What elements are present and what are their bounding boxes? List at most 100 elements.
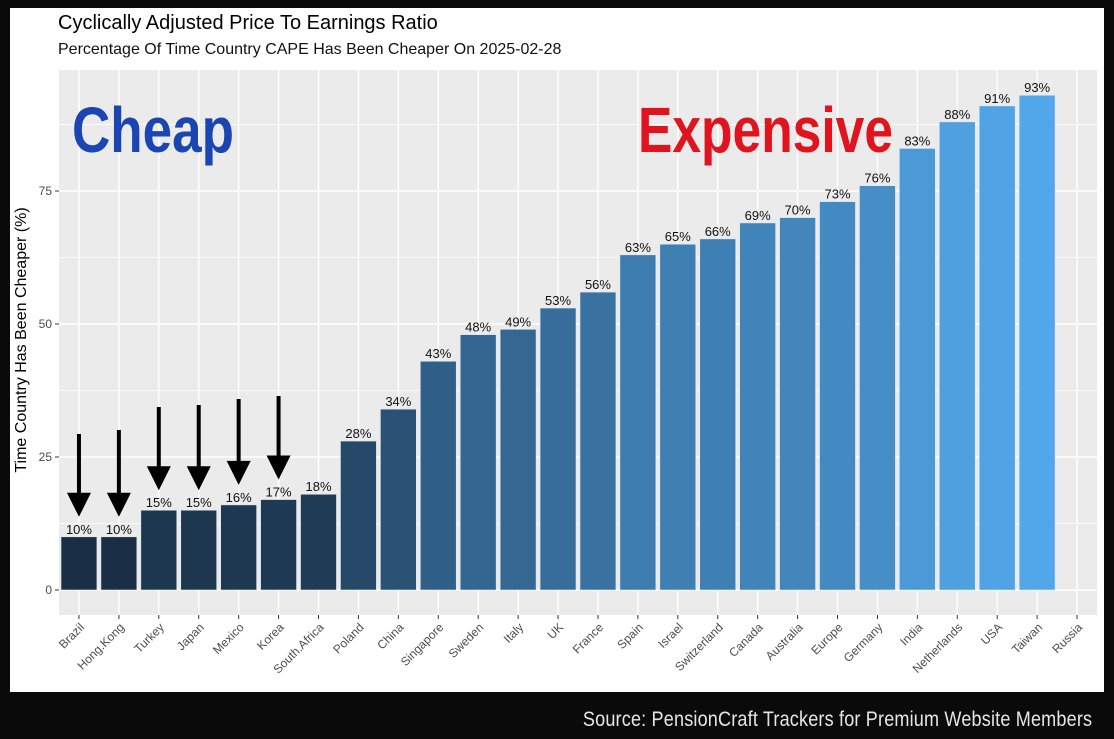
arrow-head bbox=[186, 466, 211, 491]
bar-value-label: 73% bbox=[824, 187, 850, 202]
bar-value-label: 15% bbox=[186, 495, 212, 510]
bar-sweden bbox=[459, 334, 497, 591]
x-tick-label: Korea bbox=[254, 620, 287, 653]
x-tick-label: Japan bbox=[174, 620, 207, 653]
chart-subtitle: Percentage Of Time Country CAPE Has Been… bbox=[58, 41, 562, 58]
down-arrow-icon bbox=[146, 407, 171, 491]
bars bbox=[60, 94, 1056, 591]
x-tick-label: Germany bbox=[841, 620, 886, 665]
bar-value-label: 10% bbox=[66, 522, 92, 537]
bar-australia bbox=[779, 217, 816, 591]
y-tick-label: 50 bbox=[39, 317, 53, 331]
bar-mexico bbox=[220, 504, 257, 591]
y-tick-label: 75 bbox=[39, 184, 53, 198]
bar-value-label: 70% bbox=[785, 203, 811, 218]
bar-spain bbox=[619, 254, 657, 591]
x-tick-label: Turkey bbox=[131, 620, 167, 656]
bar-france bbox=[579, 291, 617, 591]
bar-india bbox=[899, 148, 936, 591]
x-tick-label: Spain bbox=[614, 620, 646, 652]
bar-value-label: 17% bbox=[266, 485, 292, 500]
x-tick-label: Italy bbox=[501, 620, 526, 645]
x-tick-label: Sweden bbox=[446, 620, 487, 661]
bar-china bbox=[380, 408, 417, 591]
arrow-head bbox=[266, 455, 291, 480]
bar-brazil bbox=[60, 536, 98, 591]
bar-value-label: 93% bbox=[1024, 80, 1050, 95]
bar-value-label: 18% bbox=[305, 479, 331, 494]
bar-italy bbox=[499, 329, 537, 591]
x-tick-label: Poland bbox=[330, 620, 366, 656]
x-tick-label: India bbox=[897, 620, 926, 649]
x-tick-label: Mexico bbox=[210, 620, 247, 657]
cheap-label: Cheap bbox=[72, 94, 234, 166]
bar-uk bbox=[539, 307, 577, 591]
bar-value-label: 69% bbox=[745, 208, 771, 223]
x-tick-label: Singapore bbox=[398, 620, 447, 669]
bar-value-label: 43% bbox=[425, 346, 451, 361]
y-axis: 0 25 50 75 bbox=[39, 184, 59, 597]
down-arrow-icon bbox=[66, 434, 91, 517]
bar-value-label: 88% bbox=[944, 107, 970, 122]
bar-value-label: 66% bbox=[705, 224, 731, 239]
x-tick-label: China bbox=[374, 620, 406, 652]
down-arrow-icon bbox=[186, 405, 211, 491]
down-arrow-icon bbox=[266, 396, 291, 480]
bar-value-label: 28% bbox=[345, 426, 371, 441]
bar-value-label: 34% bbox=[385, 394, 411, 409]
x-tick-label: UK bbox=[544, 620, 566, 642]
source-caption: Source: PensionCraft Trackers for Premiu… bbox=[582, 708, 1092, 731]
chart-title: Cyclically Adjusted Price To Earnings Ra… bbox=[58, 12, 438, 34]
arrows bbox=[66, 396, 291, 517]
bar-germany bbox=[859, 185, 896, 591]
bar-south-africa bbox=[300, 493, 337, 591]
bar-singapore bbox=[420, 360, 457, 591]
bar-taiwan bbox=[1018, 94, 1056, 591]
bar-usa bbox=[978, 105, 1016, 591]
arrow-head bbox=[106, 492, 131, 517]
bar-canada bbox=[739, 222, 776, 591]
bar-korea bbox=[260, 499, 297, 591]
bar-labels: 10% 10% 15% 15% 16% 17% 18% 28% 34% 43% 48% 49% 53% 5… bbox=[66, 80, 1051, 537]
down-arrow-icon bbox=[106, 430, 131, 517]
bar-value-label: 63% bbox=[625, 240, 651, 255]
y-axis-label: Time Country Has Been Cheaper (%) bbox=[13, 207, 30, 472]
x-tick-label: USA bbox=[978, 620, 1005, 647]
x-tick-label: Taiwan bbox=[1009, 620, 1045, 656]
y-tick-label: 0 bbox=[45, 583, 52, 597]
bar-value-label: 10% bbox=[106, 522, 132, 537]
bar-switzerland bbox=[699, 238, 736, 591]
bar-value-label: 53% bbox=[545, 293, 571, 308]
x-tick-label: Israel bbox=[655, 620, 686, 651]
bar-europe bbox=[819, 201, 856, 591]
x-tick-label: Australia bbox=[763, 620, 806, 663]
bar-value-label: 76% bbox=[864, 171, 890, 186]
bar-value-label: 65% bbox=[665, 229, 691, 244]
bar-japan bbox=[180, 509, 217, 591]
bar-value-label: 48% bbox=[465, 320, 491, 335]
bar-value-label: 56% bbox=[585, 277, 611, 292]
arrow-head bbox=[226, 460, 251, 485]
bar-poland bbox=[340, 440, 377, 591]
x-tick-label: Russia bbox=[1049, 620, 1085, 656]
bar-hong-kong bbox=[100, 536, 138, 591]
arrow-head bbox=[66, 492, 91, 517]
bar-value-label: 16% bbox=[226, 490, 252, 505]
bar-netherlands bbox=[939, 121, 976, 591]
bar-value-label: 83% bbox=[904, 133, 930, 148]
x-tick-label: Canada bbox=[726, 620, 766, 660]
bar-value-label: 49% bbox=[505, 314, 531, 329]
bar-value-label: 15% bbox=[146, 495, 172, 510]
x-tick-label: France bbox=[570, 620, 607, 657]
arrow-head bbox=[146, 466, 171, 491]
bar-israel bbox=[659, 243, 697, 591]
x-tick-label: Europe bbox=[808, 620, 845, 657]
x-tick-label: Brazil bbox=[56, 620, 87, 651]
down-arrow-icon bbox=[226, 399, 251, 485]
bar-turkey bbox=[140, 509, 178, 591]
y-tick-label: 25 bbox=[39, 450, 53, 464]
bar-value-label: 91% bbox=[984, 91, 1010, 106]
expensive-label: Expensive bbox=[638, 94, 893, 166]
